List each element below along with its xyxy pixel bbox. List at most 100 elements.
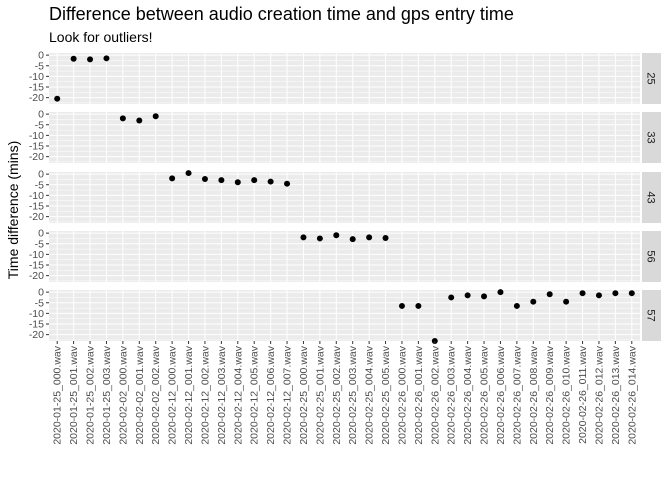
facet-panel-56: 0-5-10-15-20 56 bbox=[29, 228, 661, 282]
data-point bbox=[218, 177, 225, 184]
data-point bbox=[382, 235, 389, 242]
y-tick-label: -15 bbox=[29, 319, 44, 331]
x-tick-label: 2020-02-12_000.wav bbox=[167, 345, 179, 444]
facet-panel-57: 0-5-10-15-20 57 bbox=[29, 287, 661, 344]
y-tick-label: 0 bbox=[38, 169, 44, 181]
x-tick-label: 2020-02-25_000.wav bbox=[298, 345, 310, 444]
facet-strip bbox=[642, 112, 661, 163]
data-point bbox=[546, 291, 553, 298]
x-tick-label: 2020-01-25_001.wav bbox=[68, 345, 80, 444]
data-point bbox=[169, 175, 176, 182]
x-tick-label: 2020-02-02_001.wav bbox=[134, 345, 146, 444]
facet-panels: 0-5-10-15-20250-5-10-15-20330-5-10-15-20… bbox=[29, 50, 661, 344]
facet-label: 56 bbox=[645, 250, 657, 262]
x-tick-label: 2020-02-25_003.wav bbox=[347, 345, 359, 444]
x-tick-label: 2020-02-02_002.wav bbox=[150, 345, 162, 444]
x-axis: 2020-01-25_000.wav 2020-01-25_001.wav 2020… bbox=[52, 341, 638, 445]
facet-label: 33 bbox=[645, 131, 657, 143]
data-point bbox=[87, 56, 94, 63]
data-point bbox=[316, 235, 323, 242]
data-point bbox=[595, 292, 602, 299]
x-tick-label: 2020-02-12_001.wav bbox=[183, 345, 195, 444]
data-point bbox=[54, 95, 61, 102]
data-point bbox=[398, 302, 405, 309]
data-point bbox=[415, 302, 422, 309]
y-tick-label: -20 bbox=[29, 92, 44, 104]
data-point bbox=[563, 298, 570, 305]
x-tick-label: 2020-02-26_014.wav bbox=[626, 345, 638, 444]
facet-strip bbox=[642, 172, 661, 223]
facet-label: 43 bbox=[645, 191, 657, 203]
y-tick-label: -10 bbox=[29, 190, 44, 202]
facet-panel-33: 0-5-10-15-20 33 bbox=[29, 109, 661, 163]
data-point bbox=[497, 289, 504, 296]
y-tick-label: -15 bbox=[29, 141, 44, 153]
data-point bbox=[300, 234, 307, 241]
x-tick-label: 2020-02-12_002.wav bbox=[199, 345, 211, 444]
facet-label: 57 bbox=[645, 309, 657, 321]
x-tick-label: 2020-02-26_008.wav bbox=[528, 345, 540, 444]
data-point bbox=[349, 236, 356, 243]
facet-strip bbox=[642, 290, 661, 341]
y-tick-label: 0 bbox=[38, 109, 44, 121]
y-tick-label: -15 bbox=[29, 201, 44, 213]
x-tick-label: 2020-02-26_004.wav bbox=[462, 345, 474, 444]
x-tick-label: 2020-02-12_003.wav bbox=[216, 345, 228, 444]
y-tick-label: -5 bbox=[35, 238, 44, 250]
y-tick-label: -10 bbox=[29, 308, 44, 320]
x-tick-label: 2020-02-26_007.wav bbox=[511, 345, 523, 444]
data-point bbox=[251, 177, 258, 184]
y-tick-label: 0 bbox=[38, 287, 44, 299]
panel-background bbox=[49, 112, 640, 163]
x-tick-label: 2020-01-25_002.wav bbox=[85, 345, 97, 444]
y-tick-label: -20 bbox=[29, 329, 44, 341]
x-tick-label: 2020-02-26_012.wav bbox=[593, 345, 605, 444]
data-point bbox=[136, 117, 143, 124]
y-tick-label: -10 bbox=[29, 71, 44, 83]
y-tick-label: -20 bbox=[29, 211, 44, 223]
y-tick-label: -10 bbox=[29, 130, 44, 142]
facet-panel-25: 0-5-10-15-20 25 bbox=[29, 50, 661, 104]
data-point bbox=[185, 170, 192, 177]
x-tick-label: 2020-02-12_006.wav bbox=[265, 345, 277, 444]
x-tick-label: 2020-02-26_013.wav bbox=[610, 345, 622, 444]
y-tick-label: -15 bbox=[29, 82, 44, 94]
x-tick-label: 2020-02-26_011.wav bbox=[577, 345, 589, 444]
data-point bbox=[612, 290, 619, 297]
data-point bbox=[70, 55, 77, 62]
data-point bbox=[234, 179, 241, 186]
y-tick-label: -20 bbox=[29, 270, 44, 282]
x-tick-label: 2020-02-26_010.wav bbox=[561, 345, 573, 444]
data-point bbox=[267, 178, 274, 185]
x-tick-label: 2020-02-12_004.wav bbox=[232, 345, 244, 444]
data-point bbox=[513, 302, 520, 309]
x-tick-label: 2020-02-25_001.wav bbox=[314, 345, 326, 444]
x-tick-label: 2020-02-26_002.wav bbox=[429, 345, 441, 444]
y-tick-label: -20 bbox=[29, 151, 44, 163]
x-tick-label: 2020-02-26_000.wav bbox=[396, 345, 408, 444]
y-tick-label: -10 bbox=[29, 249, 44, 261]
x-tick-label: 2020-01-25_000.wav bbox=[52, 345, 64, 444]
data-point bbox=[628, 290, 635, 297]
data-point bbox=[201, 176, 208, 183]
data-point bbox=[530, 298, 537, 305]
y-tick-label: 0 bbox=[38, 50, 44, 62]
x-tick-label: 2020-02-26_009.wav bbox=[544, 345, 556, 444]
data-point bbox=[481, 293, 488, 300]
y-axis-label: Time difference (mins) bbox=[5, 141, 21, 279]
facet-label: 25 bbox=[645, 72, 657, 84]
x-tick-label: 2020-01-25_003.wav bbox=[101, 345, 113, 444]
x-tick-label: 2020-02-12_007.wav bbox=[282, 345, 294, 444]
data-point bbox=[333, 232, 340, 239]
facet-strip bbox=[642, 231, 661, 282]
data-point bbox=[448, 294, 455, 301]
panel-background bbox=[49, 53, 640, 104]
data-point bbox=[152, 113, 159, 120]
x-tick-label: 2020-02-26_006.wav bbox=[495, 345, 507, 444]
data-point bbox=[103, 55, 110, 62]
data-point bbox=[579, 290, 586, 297]
y-tick-label: -15 bbox=[29, 260, 44, 272]
x-tick-label: 2020-02-26_003.wav bbox=[446, 345, 458, 444]
chart-title: Difference between audio creation time a… bbox=[49, 4, 514, 24]
